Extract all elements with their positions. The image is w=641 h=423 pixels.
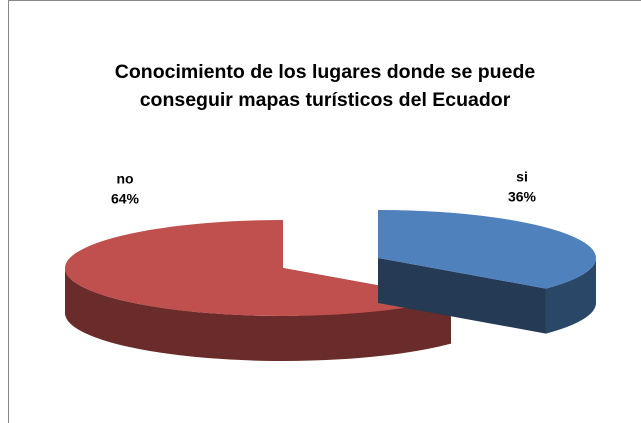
chart-title: Conocimiento de los lugares donde se pue… [114,61,536,111]
slice [64,220,451,316]
data-label-value: 36% [508,189,537,205]
slice-side [545,258,596,334]
data-label-category: si [516,169,528,185]
data-label-category: no [116,171,133,187]
slice-side [64,268,451,361]
slice-face [378,258,546,334]
slice [378,210,596,289]
data-label-value: 64% [111,191,140,207]
